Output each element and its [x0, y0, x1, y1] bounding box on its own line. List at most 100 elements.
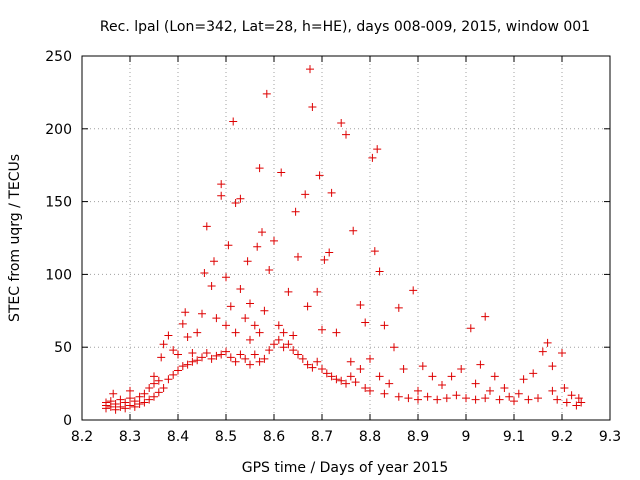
data-point — [226, 302, 235, 311]
data-point — [116, 395, 125, 404]
data-point — [150, 392, 158, 401]
data-point — [399, 365, 408, 374]
data-point — [538, 347, 547, 356]
data-point — [524, 395, 533, 404]
data-point — [519, 375, 528, 384]
data-point — [279, 328, 288, 337]
x-tick-label: 8.7 — [311, 429, 333, 445]
data-point — [486, 386, 494, 395]
data-point — [370, 247, 379, 256]
data-point — [159, 383, 168, 392]
data-point — [313, 357, 322, 366]
data-point — [255, 357, 264, 366]
data-point — [529, 369, 538, 378]
data-point — [157, 353, 166, 362]
data-point — [514, 389, 523, 398]
tick-labels: 8.2 8.3 8.4 8.5 8.6 8.7 8.8 8.9 9 9.1 9.2 9.3 0 50 100… — [45, 49, 621, 445]
data-point — [337, 118, 346, 127]
data-point — [394, 392, 403, 401]
x-tick-label: 9.2 — [551, 429, 573, 445]
data-point — [140, 389, 149, 398]
data-point — [318, 365, 326, 374]
data-point — [325, 248, 334, 257]
data-point — [270, 340, 278, 349]
y-axis-label: STEC from uqrg / TECUs — [7, 154, 23, 322]
data-point — [356, 300, 365, 309]
data-point — [246, 335, 254, 344]
data-point — [505, 392, 514, 401]
data-point — [109, 389, 118, 398]
data-point — [349, 226, 358, 235]
data-point — [294, 350, 302, 359]
data-point — [394, 303, 403, 312]
x-tick-label: 8.8 — [359, 429, 381, 445]
data-point — [385, 379, 394, 388]
data-point — [212, 314, 221, 323]
data-point — [198, 309, 206, 318]
data-point — [375, 372, 384, 381]
data-point — [253, 242, 262, 251]
data-point — [260, 354, 269, 363]
data-point — [495, 395, 504, 404]
data-point — [150, 372, 158, 381]
data-point — [466, 324, 475, 333]
data-point — [404, 394, 413, 403]
data-point — [452, 391, 461, 400]
data-point — [188, 357, 197, 366]
data-point — [210, 257, 218, 266]
data-point — [222, 273, 230, 282]
data-point — [174, 366, 182, 375]
data-point — [217, 191, 226, 200]
x-tick-label: 8.9 — [407, 429, 429, 445]
data-point — [169, 346, 178, 355]
data-point — [534, 394, 542, 403]
data-point — [457, 365, 466, 374]
data-point — [361, 383, 370, 392]
data-point — [315, 171, 324, 180]
data-point — [476, 360, 485, 369]
data-point — [313, 287, 322, 296]
data-point — [116, 402, 125, 411]
data-point — [572, 401, 581, 410]
data-point — [145, 395, 154, 404]
data-point — [140, 398, 149, 407]
data-point — [558, 349, 566, 358]
data-point — [236, 284, 245, 293]
data-point — [320, 255, 329, 264]
data-point — [246, 299, 254, 308]
data-point — [490, 372, 499, 381]
data-point — [428, 372, 437, 381]
data-point — [169, 370, 178, 379]
data-point — [553, 395, 562, 404]
data-point — [265, 266, 274, 275]
data-point — [298, 354, 307, 363]
data-point — [226, 353, 235, 362]
data-point — [306, 65, 314, 74]
data-point — [289, 346, 298, 355]
y-tick-label: 150 — [45, 195, 72, 211]
data-point — [164, 375, 173, 384]
data-point — [217, 350, 226, 359]
y-tick-label: 50 — [54, 340, 72, 356]
data-point — [414, 395, 422, 404]
data-point — [356, 365, 365, 374]
data-point — [548, 386, 557, 395]
data-point — [277, 168, 286, 177]
x-tick-label: 9.3 — [599, 429, 621, 445]
data-point — [337, 376, 346, 385]
data-point — [236, 194, 245, 203]
data-point — [500, 383, 509, 392]
data-point — [198, 353, 206, 362]
data-point — [135, 399, 144, 408]
data-point — [202, 222, 211, 231]
data-point — [390, 343, 398, 352]
data-point — [380, 321, 389, 330]
data-point — [207, 282, 216, 291]
data-point — [548, 362, 557, 371]
data-point — [418, 362, 427, 371]
data-point — [332, 375, 341, 384]
data-point — [351, 378, 360, 387]
data-point — [462, 394, 470, 403]
data-point — [438, 381, 446, 390]
data-point — [373, 145, 382, 154]
